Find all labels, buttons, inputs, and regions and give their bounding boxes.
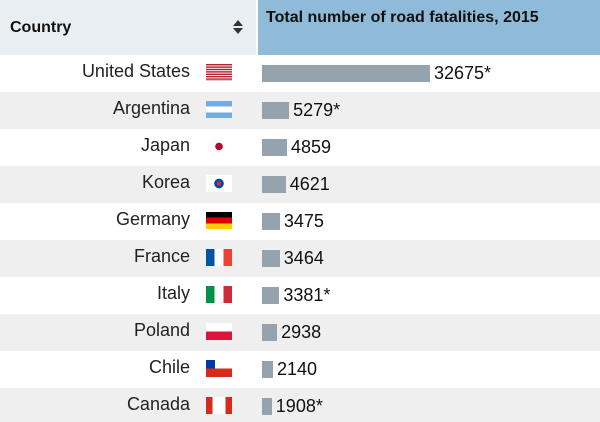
- bar: [262, 102, 290, 119]
- value-label: 5279*: [293, 100, 341, 120]
- table-row: Canada 1908*: [0, 388, 600, 422]
- table-row: Italy 3381*: [0, 277, 600, 314]
- flag-icon: [206, 101, 232, 118]
- header-text: Total number of road fatalities, 2015: [266, 9, 539, 26]
- bar: [262, 213, 280, 230]
- bar: [262, 65, 430, 82]
- table-row: France 3464: [0, 240, 600, 277]
- bar: [262, 250, 280, 267]
- value-label: 3381*: [283, 285, 331, 305]
- country-name: Chile: [148, 357, 190, 377]
- country-name: Canada: [126, 394, 190, 414]
- sort-icon[interactable]: [232, 19, 244, 35]
- value-label: 2140: [277, 359, 318, 379]
- country-name: Korea: [141, 172, 190, 192]
- flag-icon: [206, 212, 232, 229]
- bar: [262, 361, 273, 378]
- flag-icon: [206, 323, 232, 340]
- country-header[interactable]: Country: [0, 0, 257, 55]
- bar: [262, 139, 287, 156]
- value-label: 2938: [281, 322, 322, 342]
- flag-icon: [206, 64, 232, 81]
- value-label: 3475: [283, 211, 324, 231]
- value-label: 32675*: [434, 63, 492, 83]
- country-name: Germany: [115, 209, 190, 229]
- value-header[interactable]: Total number of road fatalities, 2015: [258, 0, 600, 55]
- country-name: Poland: [133, 320, 190, 340]
- country-name: Japan: [140, 135, 190, 155]
- bar: [262, 398, 272, 415]
- country-name: Argentina: [112, 98, 190, 118]
- header-text: Country: [10, 19, 72, 36]
- table-row: Korea 4621: [0, 166, 600, 203]
- value-label: 4859: [290, 137, 332, 157]
- table-row: Japan 4859: [0, 129, 600, 166]
- table-row: Argentina 5279*: [0, 92, 600, 129]
- flag-icon: [206, 249, 232, 266]
- value-label: 1908*: [275, 396, 323, 416]
- flag-icon: [206, 286, 232, 303]
- bar: [262, 324, 278, 341]
- table-row: Germany 3475: [0, 203, 600, 240]
- country-name: France: [133, 246, 190, 266]
- flag-icon: [206, 138, 232, 155]
- flag-icon: [206, 360, 232, 377]
- flag-icon: [206, 175, 232, 192]
- country-name: Italy: [156, 283, 190, 303]
- table-row: Poland 2938: [0, 314, 600, 351]
- bar: [262, 176, 286, 193]
- value-label: 4621: [289, 174, 330, 194]
- table-row: Chile 2140: [0, 351, 600, 388]
- bar: [262, 287, 280, 304]
- country-name: United States: [81, 61, 190, 81]
- table-row: United States 32675*: [0, 55, 600, 92]
- flag-icon: [206, 397, 232, 414]
- value-label: 3464: [283, 248, 324, 268]
